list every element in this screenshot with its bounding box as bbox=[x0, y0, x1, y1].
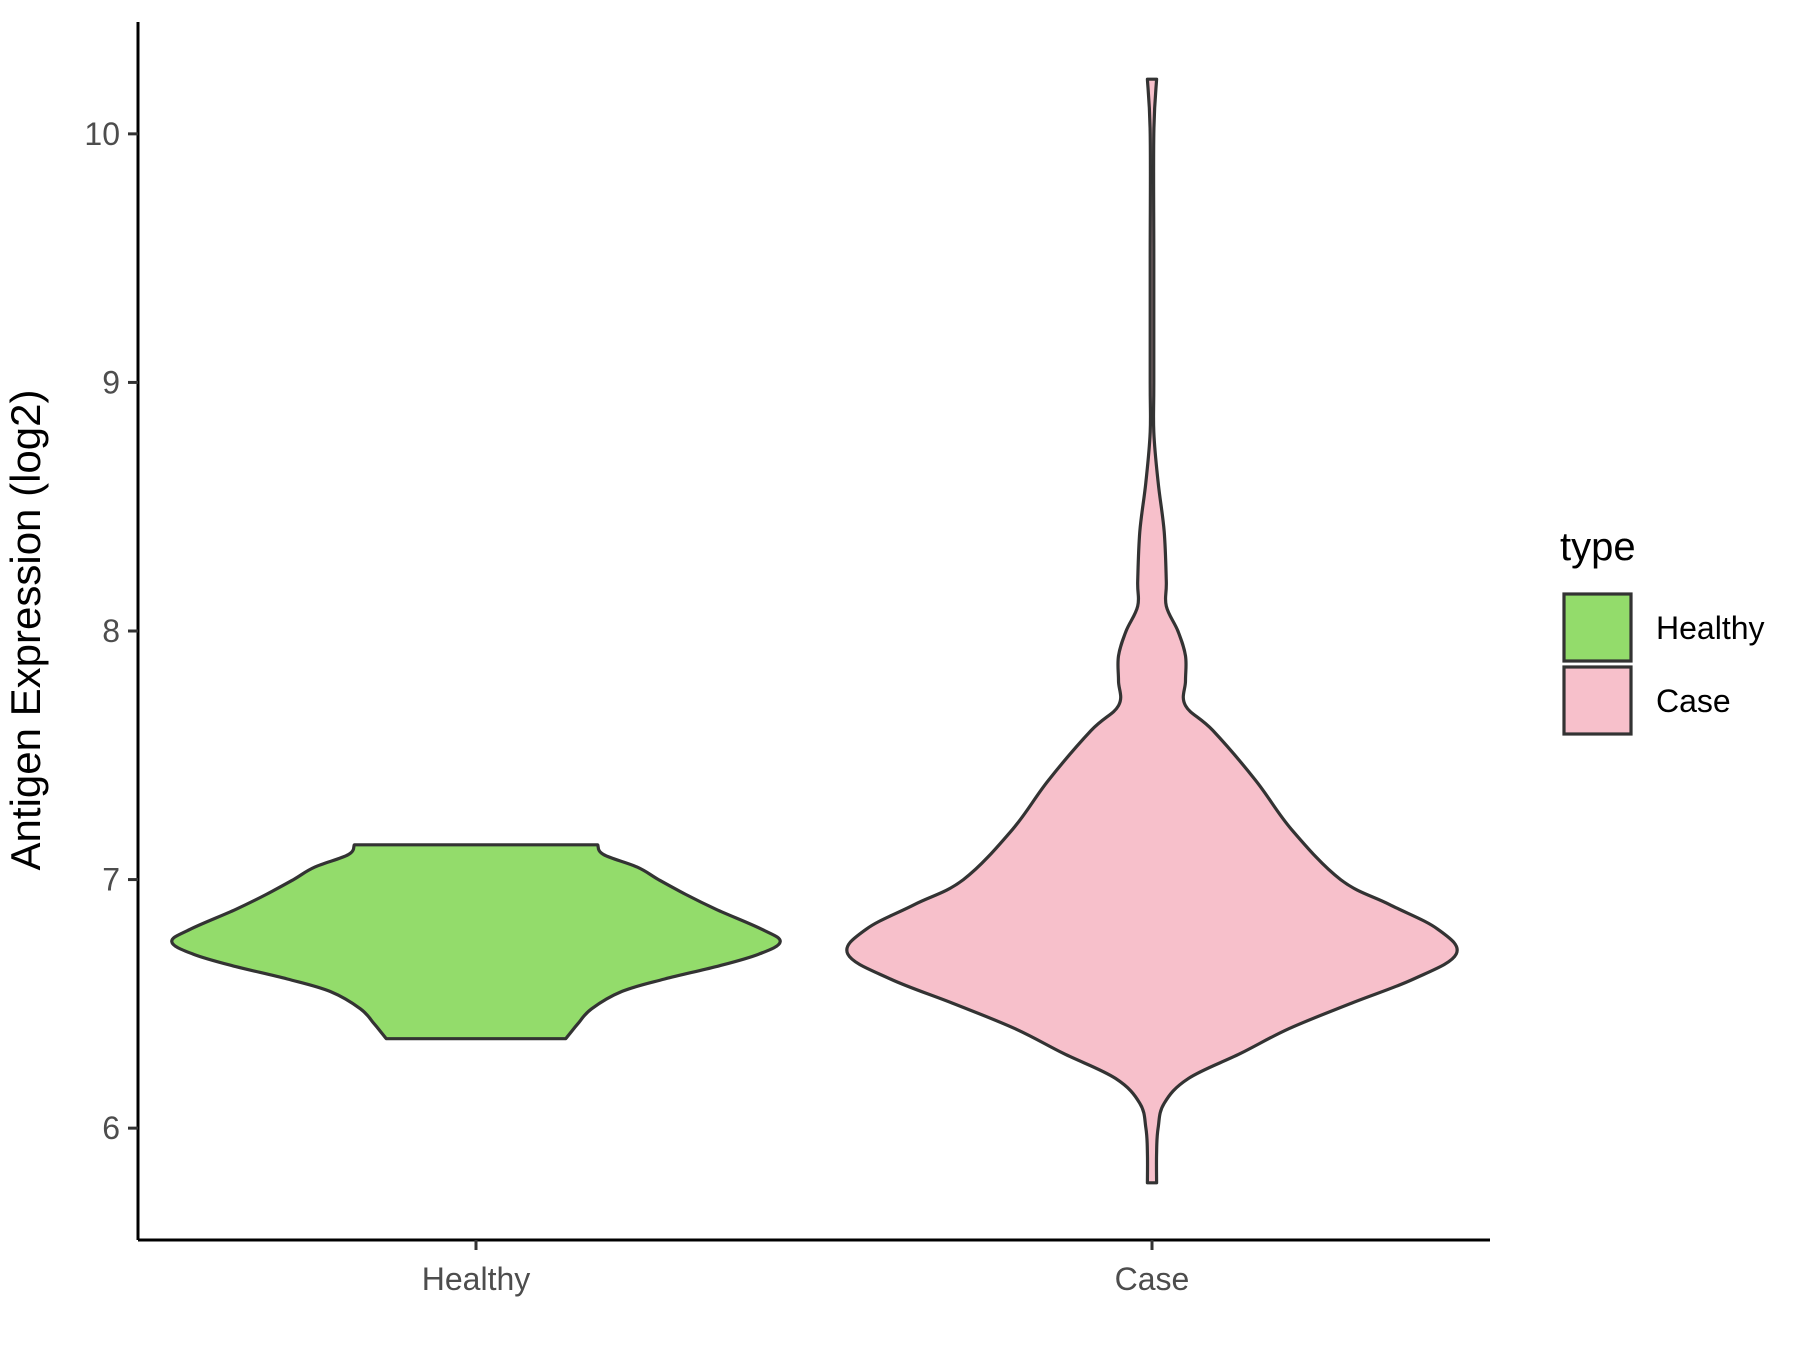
violin-layer bbox=[170, 77, 1459, 1185]
y-tick-label: 10 bbox=[84, 116, 120, 152]
violin-healthy bbox=[170, 843, 782, 1041]
legend-label-healthy: Healthy bbox=[1656, 610, 1765, 646]
y-axis-title: Antigen Expression (log2) bbox=[2, 390, 49, 871]
legend-label-case: Case bbox=[1656, 683, 1731, 719]
legend-key-healthy bbox=[1562, 592, 1633, 663]
x-tick-label: Case bbox=[1115, 1261, 1190, 1297]
x-tick-label: Healthy bbox=[422, 1261, 531, 1297]
y-tick-label: 9 bbox=[102, 364, 120, 400]
y-tick-label: 8 bbox=[102, 613, 120, 649]
y-tick-label: 7 bbox=[102, 862, 120, 898]
y-tick-label: 6 bbox=[102, 1110, 120, 1146]
legend-title: type bbox=[1560, 525, 1636, 569]
legend: type Healthy Case bbox=[1560, 525, 1765, 736]
violin-case bbox=[845, 77, 1459, 1185]
axes: 6 7 8 9 10 Healthy Case bbox=[84, 22, 1490, 1297]
legend-key-case bbox=[1562, 665, 1633, 736]
